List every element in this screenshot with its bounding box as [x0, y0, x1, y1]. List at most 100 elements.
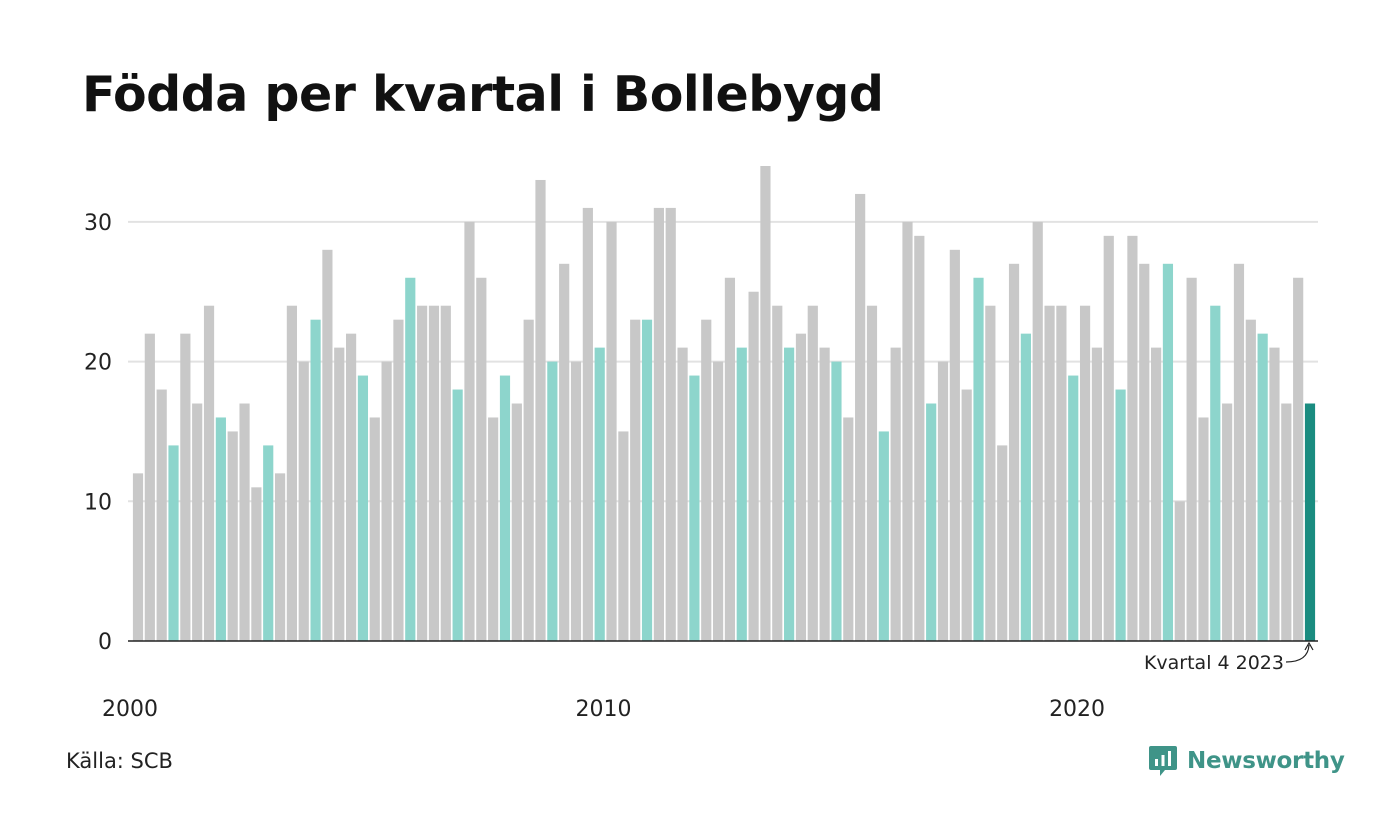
bar [1210, 305, 1221, 641]
bar [405, 277, 416, 641]
bar [393, 319, 404, 641]
bar [1304, 403, 1316, 641]
bar [381, 361, 392, 641]
bar [1245, 319, 1256, 641]
bar [499, 375, 511, 641]
bar [511, 403, 522, 641]
bar [902, 221, 913, 641]
bar [630, 319, 641, 641]
bar [914, 235, 925, 641]
newsworthy-logo-icon [1149, 746, 1177, 776]
bar [1127, 235, 1138, 641]
bar [357, 375, 369, 641]
bar [772, 305, 783, 641]
source-note: Källa: SCB [66, 749, 173, 773]
bar [1151, 347, 1162, 641]
bar [452, 389, 463, 641]
bar [1115, 389, 1126, 641]
bar [559, 263, 570, 641]
bar [570, 361, 582, 641]
bar [878, 431, 889, 641]
bar [263, 445, 274, 641]
bar [819, 347, 830, 641]
bar [653, 207, 664, 641]
bar [132, 473, 144, 641]
bar [665, 207, 676, 641]
bar [286, 305, 297, 641]
bar [641, 319, 653, 641]
bar [1293, 277, 1304, 641]
bar [701, 319, 712, 641]
chart-title: Födda per kvartal i Bollebygd [82, 66, 884, 123]
bar [795, 333, 807, 641]
bar [949, 249, 960, 641]
bar [464, 221, 475, 641]
bar [334, 347, 345, 641]
bar [523, 319, 534, 641]
bar [1044, 305, 1055, 641]
bar [310, 319, 321, 641]
bar [760, 166, 771, 641]
bar [1198, 417, 1209, 641]
bar [618, 431, 629, 641]
bar [1091, 347, 1102, 641]
annotation-arrow [1285, 644, 1310, 663]
bar [855, 193, 866, 641]
bar [1222, 403, 1233, 641]
bar [156, 389, 167, 641]
bar [215, 417, 226, 641]
bar [346, 333, 357, 641]
bar [547, 361, 558, 641]
bar [1068, 375, 1079, 641]
bar [1056, 305, 1067, 641]
y-tick-label: 30 [84, 211, 112, 236]
bar [961, 389, 972, 641]
bar [985, 305, 996, 641]
bar [417, 305, 428, 641]
bar [192, 403, 203, 641]
bar [369, 417, 380, 641]
bar [1079, 305, 1091, 641]
bar [890, 347, 901, 641]
bar [1186, 277, 1197, 641]
bar [748, 291, 759, 641]
bar [1032, 221, 1043, 641]
bar [1020, 333, 1031, 641]
y-tick-label: 0 [98, 630, 112, 655]
bar [594, 347, 605, 641]
bar [251, 487, 262, 641]
bar [1281, 403, 1292, 641]
x-tick-label: 2020 [1049, 697, 1105, 722]
bar [1139, 263, 1150, 641]
bar [239, 403, 250, 641]
annotation-arrowhead [1304, 641, 1314, 651]
x-tick-label: 2000 [102, 697, 158, 722]
bar [1174, 501, 1185, 641]
bar [535, 179, 546, 641]
bar [1257, 333, 1268, 641]
bar [274, 473, 286, 641]
bar [298, 361, 309, 641]
y-tick-label: 20 [84, 351, 112, 376]
bar [831, 361, 842, 641]
bar [736, 347, 747, 641]
bar [180, 333, 191, 641]
bar [582, 207, 593, 641]
bar [606, 221, 617, 641]
y-tick-label: 10 [84, 490, 112, 515]
bar [973, 277, 984, 641]
bar [227, 431, 238, 641]
bar [488, 417, 499, 641]
bar [937, 361, 949, 641]
bar [203, 305, 215, 641]
bar [1233, 263, 1245, 641]
bar [843, 417, 854, 641]
bar [322, 249, 333, 641]
bar-chart: 0 10 20 30 2000 2010 2020 Kvartal 4 2023 [84, 166, 1318, 722]
bar [1162, 263, 1174, 641]
bar [784, 347, 795, 641]
bar [926, 403, 937, 641]
bar [168, 445, 179, 641]
bar [1269, 347, 1280, 641]
bar [712, 361, 724, 641]
